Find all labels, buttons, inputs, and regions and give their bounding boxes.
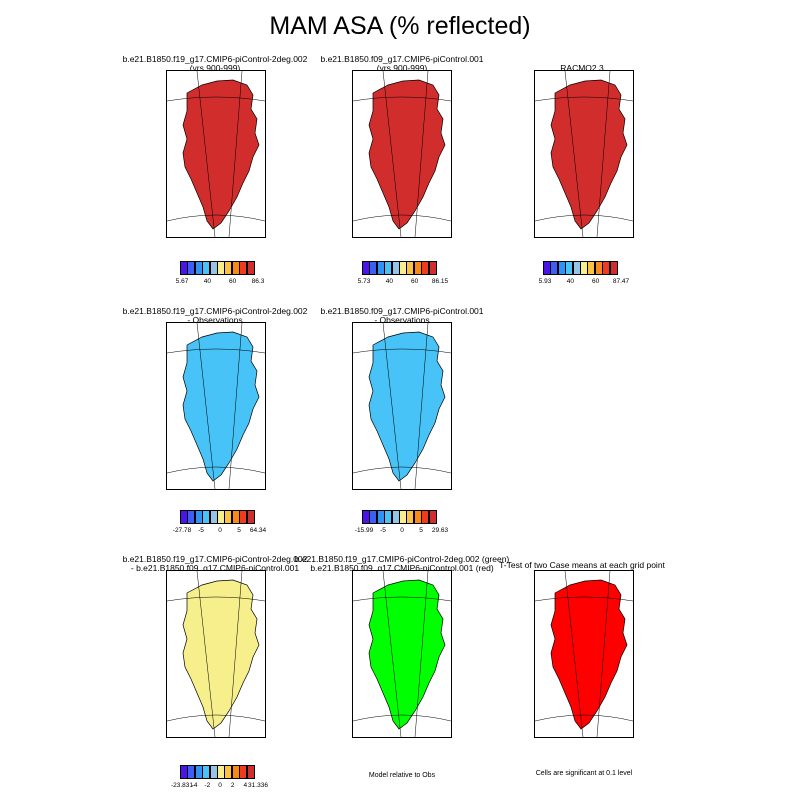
greenland-field	[182, 331, 260, 482]
map-canvas	[167, 571, 265, 737]
graticule-lines	[535, 571, 633, 737]
graticule-lines	[535, 71, 633, 237]
panel-2-title: b.e21.B1850.f09_g17.CMIP6-piControl.001(…	[320, 54, 484, 73]
graticule-lines	[167, 571, 265, 737]
greenland-field	[368, 79, 446, 230]
panel-6-title: b.e21.B1850.f19_g17.CMIP6-piControl-2deg…	[122, 554, 308, 573]
panel-8-title: T-Test of two Case means at each grid po…	[499, 560, 665, 570]
colorbar-tick-label: 29.63	[431, 527, 449, 534]
panel-6-colorbar-labels: -23.831 -4 -2 0 2 4 31.336	[171, 782, 268, 792]
colorbar-tick-label: 60	[592, 278, 600, 285]
map-canvas	[353, 71, 451, 237]
map-canvas	[535, 571, 633, 737]
panel-7-map	[352, 570, 452, 738]
graticule-arc	[353, 466, 451, 474]
greenland-field	[550, 79, 628, 230]
greenland-field	[368, 579, 446, 730]
significance-note: Cells are significant at 0.1 level	[535, 770, 633, 777]
panel-4-title: b.e21.B1850.f19_g17.CMIP6-piControl-2deg…	[122, 306, 308, 325]
colorbar-tick-label: 40	[566, 278, 574, 285]
graticule-lines	[167, 323, 265, 489]
graticule-arc	[167, 714, 265, 722]
colorbar-cell	[246, 765, 255, 779]
panel-6-map	[166, 570, 266, 738]
panel-5-map	[352, 322, 452, 490]
panel-1-map	[166, 70, 266, 238]
graticule-arc	[353, 714, 451, 722]
colorbar-tick-label: 5	[237, 527, 241, 534]
graticule-arc	[353, 214, 451, 222]
colorbar-tick-label: 5	[419, 527, 423, 534]
colorbar-tick-label: 40	[385, 278, 393, 285]
colorbar-tick-label: 60	[229, 278, 237, 285]
colorbar-tick-label: 0	[400, 527, 404, 534]
graticule-lines	[353, 71, 451, 237]
graticule-lines	[167, 71, 265, 237]
panel-2-map	[352, 70, 452, 238]
map-canvas	[535, 71, 633, 237]
graticule-arc	[535, 714, 633, 722]
colorbar-tick-label: -5	[198, 527, 204, 534]
graticule-arc	[167, 214, 265, 222]
panel-2-colorbar-labels: 5.73 40 60 86.15	[358, 278, 448, 288]
colorbar-cell	[428, 510, 437, 524]
colorbar-tick-label: 31.336	[248, 782, 268, 789]
graticule-arc	[535, 214, 633, 222]
panel-3-map	[534, 70, 634, 238]
colorbar-cell	[609, 261, 618, 275]
colorbar-tick-label: -15.99	[354, 527, 374, 534]
panel-5-title: b.e21.B1850.f09_g17.CMIP6-piControl.001-…	[320, 306, 484, 325]
panel-3-title: RACMO2.3	[560, 63, 604, 73]
panel-4-map	[166, 322, 266, 490]
map-canvas	[353, 571, 451, 737]
panel-8-map	[534, 570, 634, 738]
map-canvas	[353, 323, 451, 489]
colorbar-tick-label: 87.47	[612, 278, 630, 285]
colorbar-cell	[428, 261, 437, 275]
colorbar-tick-label: 86.3	[251, 278, 265, 285]
panel-1-colorbar-labels: 5.67 40 60 86.3	[176, 278, 265, 288]
colorbar-tick-label: 86.15	[431, 278, 449, 285]
colorbar-tick-label: -27.78	[172, 527, 192, 534]
map-canvas	[167, 323, 265, 489]
colorbar-tick-label: 2	[230, 782, 235, 789]
graticule-lines	[353, 323, 451, 489]
panel-3-colorbar	[543, 261, 618, 275]
colorbar-tick-label: 64.34	[249, 527, 267, 534]
panel-3-colorbar-labels: 5.93 40 60 87.47	[539, 278, 629, 288]
colorbar-tick-label: 0	[218, 782, 222, 789]
colorbar-tick-label: 60	[411, 278, 419, 285]
colorbar-tick-label: -23.831	[170, 782, 194, 789]
graticule-lines	[353, 571, 451, 737]
panel-4-colorbar	[180, 510, 255, 524]
greenland-field	[550, 579, 628, 730]
panel-5-colorbar	[362, 510, 437, 524]
colorbar-cell	[246, 261, 255, 275]
colorbar-tick-label: -4	[191, 782, 198, 789]
colorbar-tick-label: 5.73	[357, 278, 371, 285]
panel-7-title: b.e21.B1850.f19_g17.CMIP6-piControl-2deg…	[294, 554, 510, 573]
model-relative-note: Model relative to Obs	[368, 772, 436, 779]
colorbar-tick-label: -2	[204, 782, 211, 789]
greenland-field	[368, 331, 446, 482]
colorbar-cell	[246, 510, 255, 524]
colorbar-tick-label: 40	[203, 278, 211, 285]
colorbar-tick-label: -5	[380, 527, 386, 534]
figure-title: MAM ASA (% reflected)	[269, 12, 531, 40]
panel-5-colorbar-labels: -15.99 -5 0 5 29.63	[355, 527, 448, 537]
panel-6-colorbar	[180, 765, 255, 779]
panel-1-colorbar	[180, 261, 255, 275]
greenland-field	[182, 79, 260, 230]
panel-2-colorbar	[362, 261, 437, 275]
panel-1-title: b.e21.B1850.f19_g17.CMIP6-piControl-2deg…	[122, 54, 308, 73]
greenland-field	[182, 579, 260, 730]
graticule-arc	[167, 466, 265, 474]
colorbar-tick-label: 0	[218, 527, 222, 534]
colorbar-tick-label: 5.93	[538, 278, 552, 285]
colorbar-tick-label: 4	[243, 782, 248, 789]
panel-4-colorbar-labels: -27.78 -5 0 5 64.34	[173, 527, 266, 537]
colorbar-tick-label: 5.67	[175, 278, 189, 285]
map-canvas	[167, 71, 265, 237]
